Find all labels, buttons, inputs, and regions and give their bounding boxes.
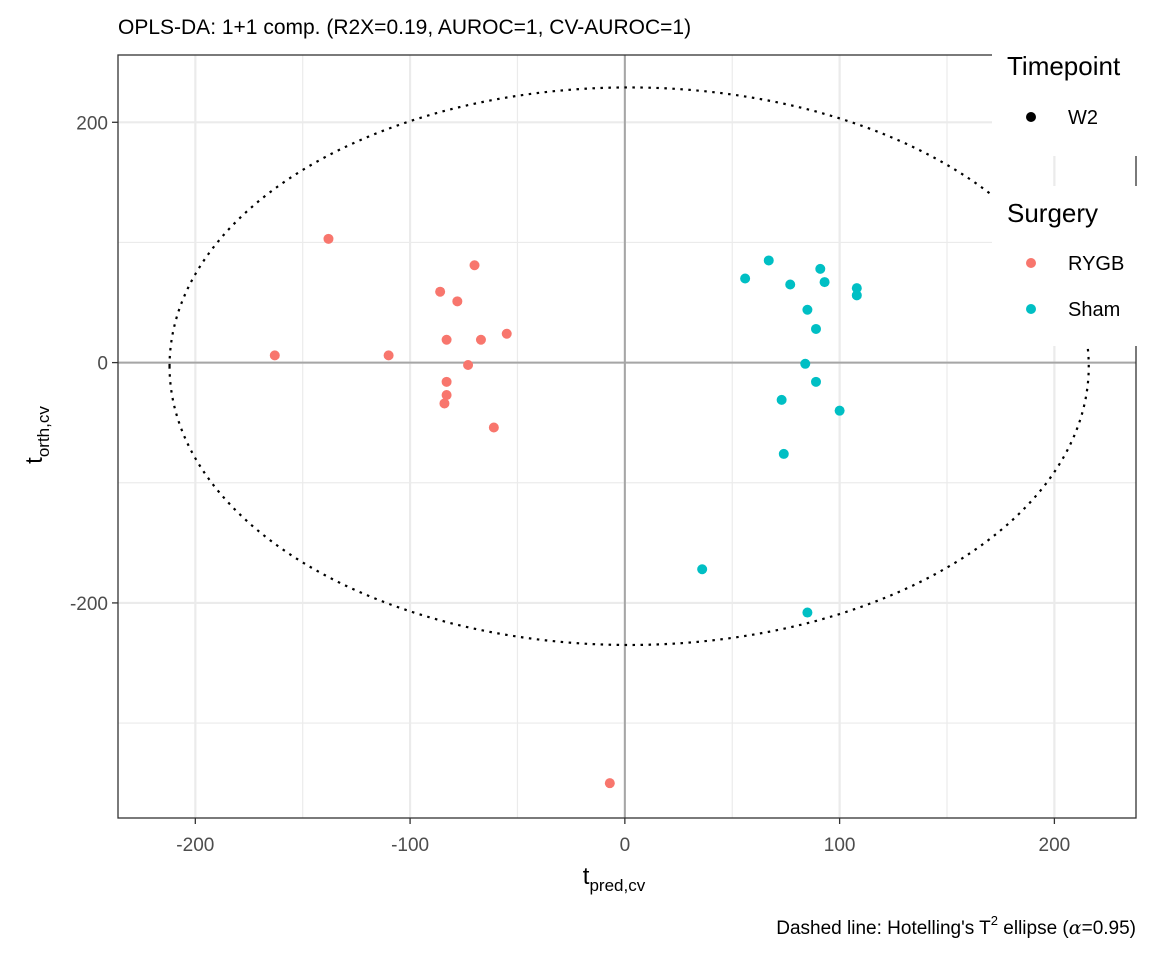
point-sham [697,564,708,575]
caption-middle: ellipse ( [998,918,1069,939]
point-rygb [488,422,499,433]
point-rygb [463,360,474,371]
x-axis: -200 -100 0 100 200 [176,818,1070,856]
legend-title-timepoint: Timepoint [1007,51,1121,81]
x-tick-label: -200 [176,835,214,856]
point-sham [763,255,774,266]
point-rygb [441,390,452,401]
legend-title-surgery: Surgery [1007,198,1098,228]
point-sham [776,394,787,405]
chart-caption: Dashed line: Hotelling's T2 ellipse (α=0… [776,913,1136,939]
legend-key-rygb [1026,258,1036,268]
plot-panel [117,54,1137,819]
legend-key-w2 [1026,112,1036,122]
x-tick-label: 100 [824,835,856,856]
point-rygb [452,296,463,307]
point-sham [815,263,826,274]
point-sham [778,448,789,459]
point-sham [800,358,811,369]
point-rygb [383,350,394,361]
point-rygb [439,398,450,409]
point-rygb [441,376,452,387]
point-rygb [435,286,446,297]
legend-key-sham [1026,304,1036,314]
legend-label-w2: W2 [1068,107,1098,129]
point-rygb [475,334,486,345]
point-sham [740,273,751,284]
caption-prefix: Dashed line: Hotelling's T [776,918,991,939]
x-tick-label: -100 [391,835,429,856]
point-sham [834,405,845,416]
reference-lines [118,55,1136,818]
caption-end: =0.95) [1082,918,1136,939]
point-sham [785,279,796,290]
grid-major-lines [118,55,1136,818]
point-rygb [469,260,480,271]
y-axis-title: torth,cv [21,406,53,464]
point-sham [802,304,813,315]
point-sham [851,283,862,294]
point-sham [810,376,821,387]
x-tick-label: 200 [1039,835,1071,856]
y-tick-label: 0 [97,354,108,375]
x-tick-label: 0 [620,835,631,856]
point-rygb [501,328,512,339]
point-rygb [323,233,334,244]
legend-label-sham: Sham [1068,299,1120,321]
x-axis-title: tpred,cv [583,863,646,895]
caption-alpha: α [1069,917,1082,939]
y-tick-label: -200 [70,594,108,615]
legend-label-rygb: RYGB [1068,253,1124,275]
y-axis-title-main: t [21,457,48,464]
point-sham [802,607,813,618]
point-rygb [604,778,615,789]
grid-minor-lines [118,55,1136,818]
y-axis: -200 0 200 [70,113,118,615]
caption-superscript: 2 [991,913,998,928]
chart-title: OPLS-DA: 1+1 comp. (R2X=0.19, AUROC=1, C… [118,16,691,39]
x-axis-title-sub: pred,cv [589,876,645,895]
point-sham [819,277,830,288]
y-tick-label: 200 [76,113,108,134]
point-rygb [441,334,452,345]
hotelling-ellipse [168,86,1090,647]
point-sham [851,290,862,301]
legend: Timepoint W2 Surgery RYGB Sham [992,44,1142,346]
point-sham [810,323,821,334]
x-axis-title-main: t [583,863,590,890]
panel-border [117,54,1137,819]
data-points [269,233,862,789]
point-rygb [269,350,280,361]
y-axis-title-sub: orth,cv [34,406,53,458]
